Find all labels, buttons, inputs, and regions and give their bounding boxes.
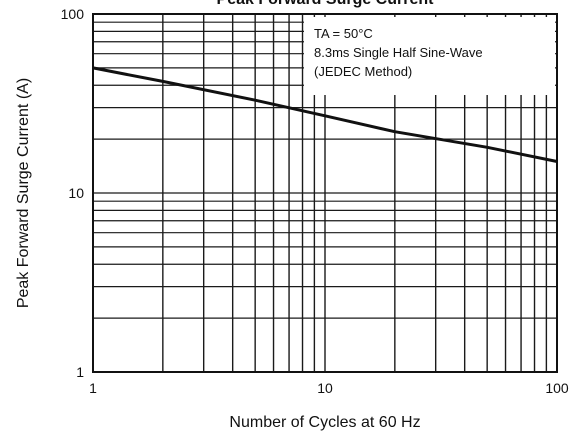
y-tick-label: 1	[76, 364, 84, 380]
annotation-line-3: (JEDEC Method)	[314, 64, 412, 79]
annotation-box	[304, 17, 555, 95]
y-axis-label: Peak Forward Surge Current (A)	[15, 78, 32, 308]
chart-title: Peak Forward Surge Current	[217, 0, 435, 8]
y-tick-label: 10	[68, 185, 84, 201]
x-tick-label: 10	[317, 380, 333, 396]
annotation-line-2: 8.3ms Single Half Sine-Wave	[314, 45, 483, 60]
x-tick-label: 100	[545, 380, 569, 396]
annotation-line-1: TA = 50°C	[314, 26, 373, 41]
plot-frame	[92, 13, 558, 373]
x-tick-label: 1	[89, 380, 97, 396]
surge-current-line	[92, 66, 558, 163]
tick-labels: 1 10 100 1 10 100	[61, 6, 569, 396]
x-axis-label: Number of Cycles at 60 Hz	[229, 414, 420, 431]
y-tick-label: 100	[61, 6, 85, 22]
